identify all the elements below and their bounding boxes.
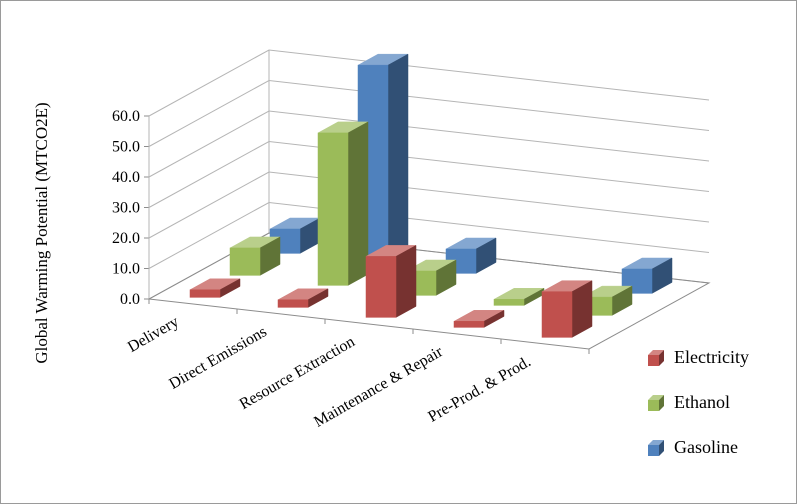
y-tick-label: 40.0 <box>112 169 140 186</box>
bar-side-face <box>395 244 417 318</box>
bar-front-face <box>277 299 309 308</box>
bar-ethanol-direct-emissions <box>317 121 369 286</box>
bar-front-face <box>317 132 349 286</box>
bar-front-face <box>453 321 485 328</box>
y-tick-label: 50.0 <box>112 139 140 156</box>
bar-side-face <box>387 53 409 264</box>
legend-label: Gasoline <box>674 437 738 457</box>
legend-item-electricity: Electricity <box>646 335 749 380</box>
category-label: Delivery <box>125 313 182 356</box>
y-tick-label: 60.0 <box>112 108 140 125</box>
bar-electricity-maintenance-repair <box>453 309 505 328</box>
bar-front-face <box>365 256 397 318</box>
bar-front-face <box>229 247 261 276</box>
bar-electricity-delivery <box>189 278 241 298</box>
bar-front-face <box>189 289 221 298</box>
legend-marker-gasoline <box>648 439 664 456</box>
bar-side-face <box>347 121 369 286</box>
legend-marker-electricity <box>648 349 664 366</box>
floor <box>147 232 711 350</box>
legend-label: Ethanol <box>674 392 730 412</box>
legend: Electricity Ethanol Gasoline <box>646 335 749 470</box>
y-tick-label: 10.0 <box>112 261 140 278</box>
bar-electricity-resource-extraction <box>365 244 417 318</box>
bar-electricity-direct-emissions <box>277 288 329 308</box>
bar-front-face <box>541 291 573 338</box>
y-tick-label: 30.0 <box>112 200 140 217</box>
bar-gasoline-pre-prod-prod <box>621 257 673 294</box>
bar-electricity-pre-prod-prod <box>541 280 593 338</box>
bar-ethanol-delivery <box>229 236 281 276</box>
category-label: Pre-Prod. & Prod. <box>425 353 534 426</box>
gridline <box>148 49 710 117</box>
y-tick-label: 0.0 <box>120 291 140 308</box>
legend-item-ethanol: Ethanol <box>646 380 749 425</box>
y-tick-label: 20.0 <box>112 230 140 247</box>
bar-front-face <box>493 299 525 306</box>
y-axis-title: Global Warming Potential (MTCO2E) <box>32 102 51 364</box>
bar-gasoline-delivery <box>269 217 321 254</box>
legend-marker-ethanol <box>648 394 664 411</box>
legend-item-gasoline: Gasoline <box>646 425 749 470</box>
category-label: Direct Emissions <box>166 323 270 393</box>
legend-label: Electricity <box>674 347 749 367</box>
bar-ethanol-maintenance-repair <box>493 287 545 306</box>
